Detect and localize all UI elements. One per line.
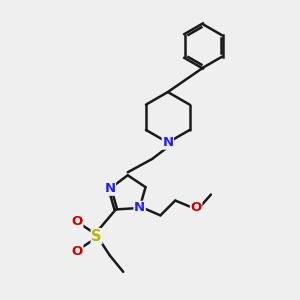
Text: O: O bbox=[72, 215, 83, 228]
Text: N: N bbox=[104, 182, 116, 195]
Text: N: N bbox=[162, 136, 173, 149]
Text: N: N bbox=[134, 202, 145, 214]
Text: O: O bbox=[72, 244, 83, 258]
Text: O: O bbox=[190, 202, 202, 214]
Text: S: S bbox=[91, 229, 102, 244]
